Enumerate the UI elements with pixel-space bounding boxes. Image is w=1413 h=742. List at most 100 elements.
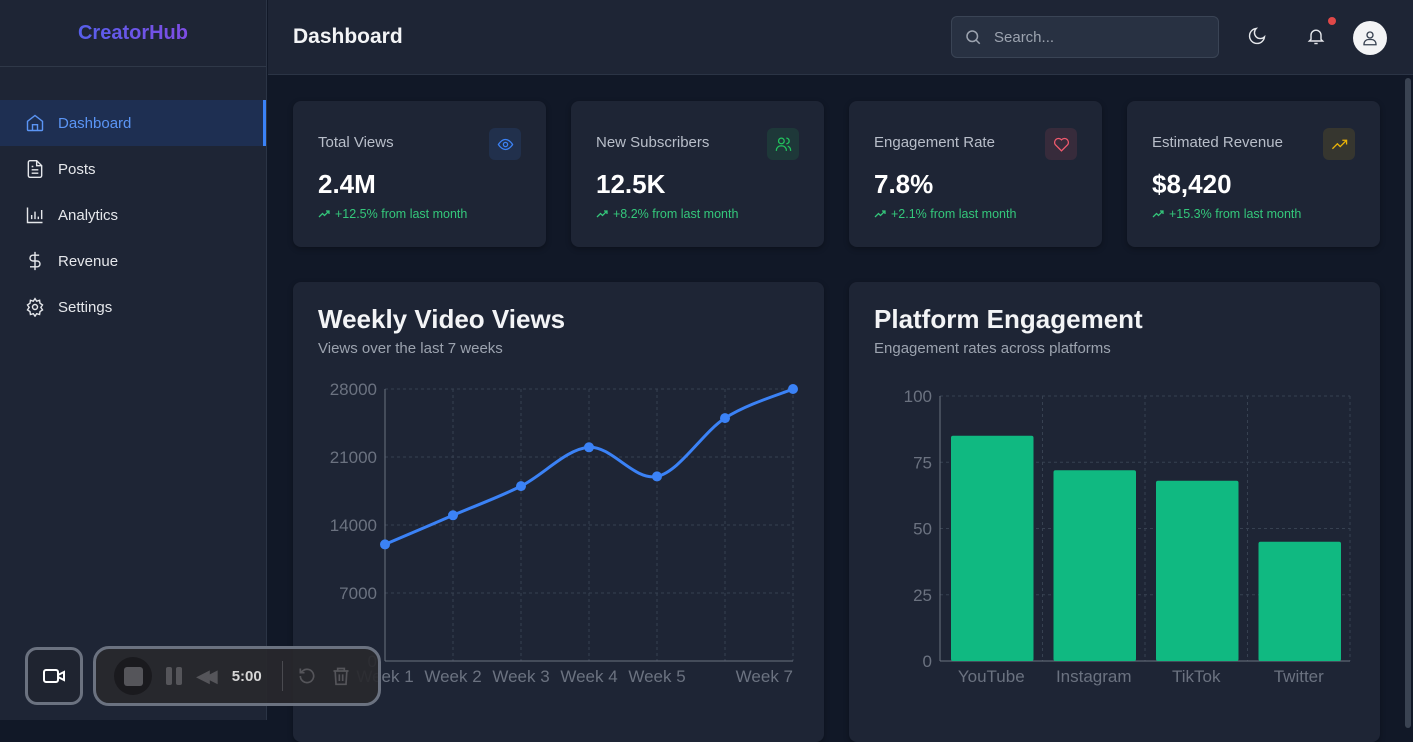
y-tick-label: 7000: [339, 584, 377, 603]
pause-button[interactable]: [166, 667, 182, 685]
stat-card: Total Views 2.4M +12.5% from last month: [293, 101, 546, 247]
sidebar-item-label: Posts: [58, 160, 96, 178]
recorder-controls: ◀◀ 5:00: [93, 646, 381, 706]
bar: [1053, 470, 1136, 661]
search-icon: [966, 30, 981, 45]
sidebar: CreatorHub Dashboard Posts Analytics Rev…: [0, 0, 267, 720]
weekly-views-card: Weekly Video Views Views over the last 7…: [293, 282, 824, 742]
gear-icon: [26, 297, 44, 317]
y-tick-label: 50: [913, 520, 932, 539]
stat-change-text: +12.5% from last month: [335, 207, 468, 221]
stat-change-text: +2.1% from last month: [891, 207, 1017, 221]
bar: [1156, 480, 1239, 661]
rewind-icon[interactable]: ◀◀: [196, 665, 218, 686]
trash-icon[interactable]: [331, 665, 351, 687]
data-point: [720, 413, 730, 424]
moon-icon[interactable]: [1247, 26, 1267, 46]
file-text-icon: [27, 159, 43, 179]
stat-icon-box: [767, 128, 799, 160]
stat-change: +8.2% from last month: [596, 207, 738, 221]
y-tick-label: 0: [923, 652, 932, 671]
chart-subtitle: Engagement rates across platforms: [874, 340, 1111, 357]
dollar-icon: [29, 251, 41, 271]
data-point: [448, 510, 458, 521]
home-icon: [26, 114, 44, 132]
sidebar-item-settings[interactable]: Settings: [0, 284, 266, 330]
search-input[interactable]: Search...: [951, 16, 1219, 58]
data-point: [516, 481, 526, 492]
eye-icon: [497, 138, 513, 150]
sidebar-nav: Dashboard Posts Analytics Revenue Settin…: [0, 100, 266, 330]
search-placeholder: Search...: [994, 28, 1055, 46]
data-point: [788, 384, 798, 394]
stop-icon: [123, 666, 143, 686]
stat-change: +15.3% from last month: [1152, 207, 1301, 221]
stat-icon-box: [1323, 128, 1355, 160]
bar-chart: 0 25 50 75 100 YouTube Instagram TikTok Twitter: [904, 387, 1351, 686]
data-point: [584, 442, 594, 453]
top-header: Dashboard Search...: [268, 0, 1413, 75]
sidebar-item-label: Settings: [58, 298, 113, 316]
stat-label: Estimated Revenue: [1152, 134, 1283, 151]
scrollbar[interactable]: [1405, 78, 1411, 728]
y-tick-label: 28000: [330, 380, 377, 399]
stat-change: +2.1% from last month: [874, 207, 1016, 221]
bell-icon[interactable]: [1306, 26, 1326, 46]
divider: [281, 661, 283, 691]
trending-up-icon: [1152, 210, 1164, 218]
stat-change-text: +8.2% from last month: [613, 207, 739, 221]
user-icon: [1363, 31, 1377, 46]
stop-button[interactable]: [114, 657, 152, 695]
sidebar-item-label: Dashboard: [58, 114, 132, 132]
sidebar-item-posts[interactable]: Posts: [0, 146, 266, 192]
x-tick-label: Twitter: [1274, 667, 1324, 686]
trending-up-icon: [596, 210, 608, 218]
trending-up-icon: [1331, 139, 1347, 149]
stat-icon-box: [1045, 128, 1077, 160]
x-tick-label: TikTok: [1172, 667, 1221, 686]
stat-value: 12.5K: [596, 169, 666, 199]
x-tick-label: Week 5: [628, 667, 685, 686]
stat-card: Estimated Revenue $8,420 +15.3% from las…: [1127, 101, 1380, 247]
avatar[interactable]: [1353, 21, 1387, 55]
trending-up-icon: [874, 210, 886, 218]
chart-subtitle: Views over the last 7 weeks: [318, 340, 503, 357]
chart-title: Platform Engagement: [874, 304, 1143, 334]
x-tick-label: Week 4: [560, 667, 617, 686]
notification-dot: [1328, 17, 1336, 25]
stat-label: Total Views: [318, 134, 394, 151]
video-camera-icon: [43, 669, 65, 683]
x-tick-label: Week 3: [492, 667, 549, 686]
x-tick-label: Week 2: [424, 667, 481, 686]
recorder-time: 5:00: [231, 667, 262, 685]
camera-button[interactable]: [25, 647, 83, 705]
y-tick-label: 14000: [330, 516, 377, 535]
heart-icon: [1053, 137, 1069, 152]
trending-up-icon: [318, 210, 330, 218]
sidebar-item-revenue[interactable]: Revenue: [0, 238, 266, 284]
stat-label: Engagement Rate: [874, 134, 995, 151]
sidebar-item-dashboard[interactable]: Dashboard: [0, 100, 266, 146]
data-point: [652, 471, 662, 482]
platform-engagement-card: Platform Engagement Engagement rates acr…: [849, 282, 1380, 742]
y-tick-label: 75: [913, 453, 932, 472]
chart-title: Weekly Video Views: [318, 304, 566, 334]
stat-label: New Subscribers: [596, 134, 710, 151]
app-logo[interactable]: CreatorHub: [0, 0, 266, 67]
stat-card: Engagement Rate 7.8% +2.1% from last mon…: [849, 101, 1102, 247]
bar: [951, 435, 1034, 661]
sidebar-item-label: Analytics: [58, 206, 119, 224]
stat-icon-box: [489, 128, 521, 160]
stat-value: 2.4M: [318, 169, 376, 199]
y-tick-label: 21000: [330, 448, 377, 467]
x-tick-label: Instagram: [1056, 667, 1132, 686]
bar: [1258, 541, 1341, 661]
stat-value: 7.8%: [874, 169, 934, 199]
restart-icon[interactable]: [297, 666, 317, 686]
users-icon: [775, 136, 791, 151]
stat-change: +12.5% from last month: [318, 207, 467, 221]
sidebar-item-analytics[interactable]: Analytics: [0, 192, 266, 238]
sidebar-item-label: Revenue: [58, 252, 119, 270]
y-tick-label: 100: [904, 387, 932, 406]
